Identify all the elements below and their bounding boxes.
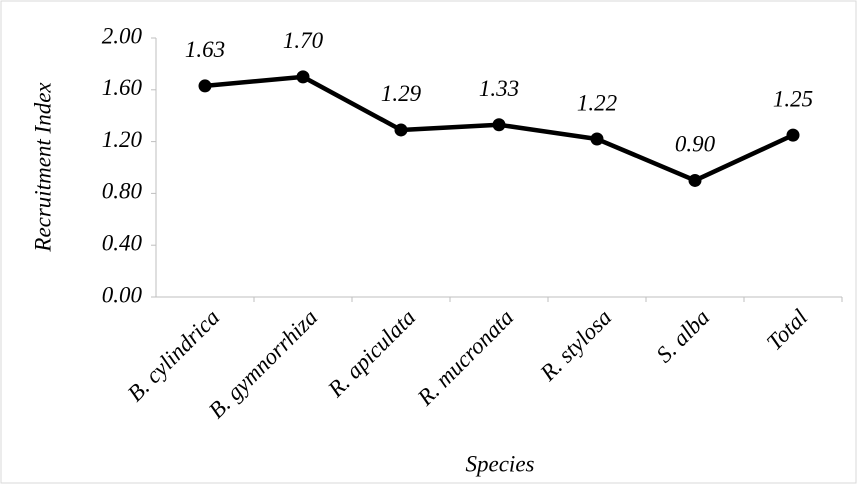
- marker: [688, 173, 702, 187]
- y-axis-title: Recruitment Index: [30, 82, 55, 253]
- data-label: 1.22: [577, 90, 617, 115]
- data-label: 0.90: [675, 132, 716, 157]
- marker: [786, 128, 800, 142]
- marker: [590, 132, 604, 146]
- marker: [198, 79, 212, 93]
- y-tick-label: 1.60: [102, 75, 143, 100]
- marker: [394, 123, 408, 137]
- data-label: 1.63: [185, 37, 225, 62]
- marker: [296, 70, 310, 84]
- y-tick-label: 0.80: [102, 179, 143, 204]
- y-tick-label: 0.40: [102, 230, 143, 255]
- y-tick-label: 2.00: [102, 23, 143, 48]
- data-label: 1.70: [283, 28, 324, 53]
- x-axis-title: Species: [466, 451, 535, 476]
- y-tick-label: 1.20: [102, 127, 143, 152]
- data-label: 1.29: [381, 81, 422, 106]
- data-label: 1.25: [773, 86, 813, 111]
- data-label: 1.33: [479, 76, 519, 101]
- marker: [492, 118, 506, 132]
- y-tick-label: 0.00: [102, 282, 143, 307]
